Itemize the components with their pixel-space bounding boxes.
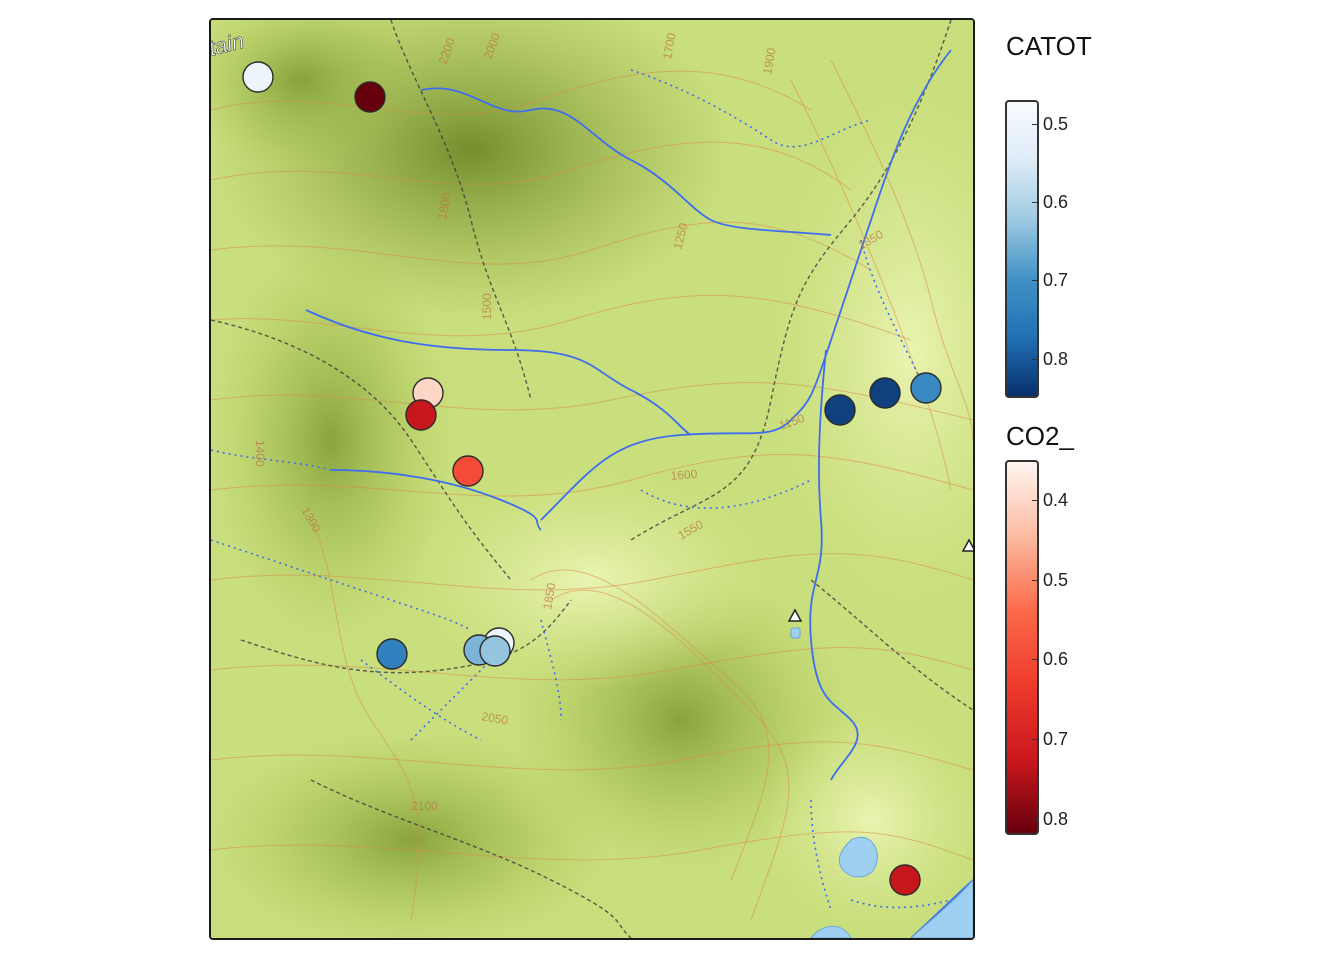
legend-catot-tick-mark: [1032, 124, 1037, 125]
contour-label: 1850: [540, 581, 558, 610]
sample-point-catot[interactable]: [824, 394, 856, 426]
legend-catot-tick-label: 0.8: [1043, 349, 1069, 369]
contour-label: 2100: [411, 799, 438, 813]
intermittent-streams: [211, 69, 952, 911]
contour-label: 1400: [253, 440, 267, 467]
legend-co2-tick-mark: [1032, 819, 1037, 820]
sample-points[interactable]: [242, 61, 942, 896]
legend-co2-tick-mark: [1032, 580, 1037, 581]
legend-catot-title: CATOT: [1006, 31, 1092, 61]
sample-point-catot[interactable]: [479, 635, 511, 667]
contour-label: 1700: [660, 31, 678, 60]
legend-co2-tick-mark: [1032, 659, 1037, 660]
contour-label: 1800: [435, 191, 453, 220]
sample-point-catot[interactable]: [242, 61, 274, 93]
legend-co2-tick-label: 0.5: [1043, 570, 1069, 590]
contour-label: 2050: [480, 709, 509, 727]
sample-point-catot[interactable]: [376, 638, 408, 670]
sample-point-catot[interactable]: [869, 377, 901, 409]
legend-co2-tick-label: 0.7: [1043, 729, 1069, 749]
trails: [211, 20, 973, 938]
contour-lines: [211, 59, 973, 921]
legend-catot-tick-mark: [1032, 359, 1037, 360]
sample-point-co2[interactable]: [405, 399, 437, 431]
contour-label: 1600: [670, 467, 698, 483]
legend-co2-tick-mark: [1032, 739, 1037, 740]
legend-co2-title: CO2_: [1006, 421, 1074, 451]
terrain-shade: [771, 90, 973, 610]
topographic-map[interactable]: tain 2200 2000 170019001800150014001300125…: [211, 20, 973, 938]
contour-label: 1250: [670, 221, 691, 251]
legend-catot-tick-mark: [1032, 202, 1037, 203]
legend-catot-tick-label: 0.7: [1043, 270, 1069, 290]
sample-point-co2[interactable]: [354, 81, 386, 113]
terrain-shade: [211, 20, 421, 170]
sample-point-co2[interactable]: [889, 864, 921, 896]
contour-label: 1900: [760, 46, 778, 75]
map-panel[interactable]: tain 2200 2000 1700 1900 1800 1500 1400 1300 125…: [209, 18, 975, 940]
map-symbols: [787, 538, 973, 622]
legend-co2-tick-label: 0.6: [1043, 649, 1069, 669]
contour-label: 1500: [480, 293, 494, 320]
terrain-shade: [211, 240, 451, 640]
terrain-shade: [211, 730, 611, 938]
sample-point-catot[interactable]: [910, 372, 942, 404]
legend-catot-tick-label: 0.5: [1043, 114, 1069, 134]
legend-co2-tick-label: 0.8: [1043, 809, 1069, 829]
streams: [305, 49, 973, 938]
legend-co2-colorbar: [1005, 460, 1039, 835]
terrain-shade: [761, 710, 973, 930]
sample-point-co2[interactable]: [452, 455, 484, 487]
legend-co2-tick-mark: [1032, 500, 1037, 501]
legend-catot-tick-mark: [1032, 280, 1037, 281]
legend-catot-colorbar: [1005, 100, 1039, 398]
water-bodies: [790, 627, 973, 938]
legend-co2-tick-label: 0.4: [1043, 490, 1069, 510]
legend-catot-tick-label: 0.6: [1043, 192, 1069, 212]
